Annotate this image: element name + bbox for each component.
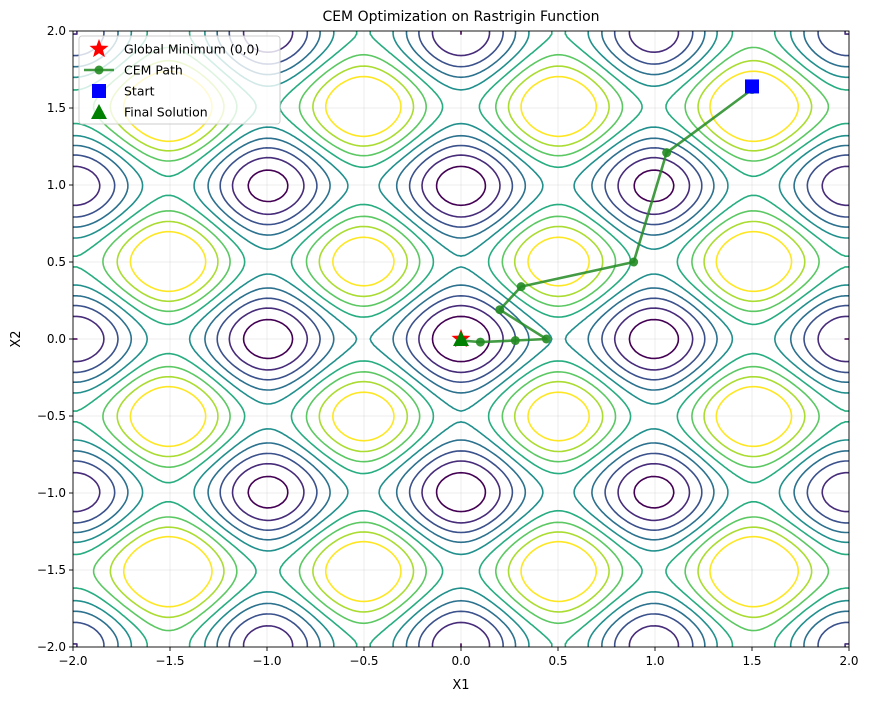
contour-level-28 <box>92 46 830 632</box>
x-tick-label: −1.5 <box>155 654 184 668</box>
tick-layer: −2.0 −1.5 −1.0 −0.5 0.0 0.5 1.0 1.5 2.0 −2.0 −1.5 −… <box>37 24 859 668</box>
x-tick-label: 2.0 <box>839 654 858 668</box>
cem-path-point <box>495 305 505 315</box>
legend-swatch-triangle <box>91 104 107 119</box>
y-axis-label: X2 <box>9 330 24 347</box>
legend-label: CEM Path <box>124 63 183 78</box>
legend-label: Start <box>124 84 155 99</box>
cem-path-point <box>516 282 526 292</box>
start-marker <box>745 79 759 94</box>
y-tick-label: 0.5 <box>47 255 66 269</box>
final-solution-marker <box>453 331 469 346</box>
contour-level-12 <box>73 31 849 647</box>
x-tick-label: 1.0 <box>645 654 664 668</box>
y-tick-label: −0.5 <box>37 409 66 423</box>
x-tick-label: 0.5 <box>548 654 567 668</box>
x-tick-label: 0.0 <box>451 654 470 668</box>
x-tick-label: −2.0 <box>58 654 87 668</box>
y-tick-label: 1.0 <box>47 178 66 192</box>
x-tick-label: −1.0 <box>252 654 281 668</box>
y-tick-label: 0.0 <box>47 332 66 346</box>
contour-level-8 <box>73 31 849 647</box>
cem-path-point <box>541 334 551 344</box>
x-axis-label: X1 <box>452 678 469 693</box>
legend-swatch-star <box>89 39 109 58</box>
legend-label: Final Solution <box>124 105 208 120</box>
series-layer <box>451 79 759 348</box>
cem-path-point <box>510 336 520 346</box>
y-tick-label: 2.0 <box>47 24 66 38</box>
contour-level-20 <box>73 31 849 647</box>
y-tick-label: −2.0 <box>37 640 66 654</box>
contour-level-16 <box>73 31 849 647</box>
cem-path-point <box>662 148 672 158</box>
legend-swatch-cem-path <box>94 65 104 75</box>
cem-path-point <box>475 337 485 347</box>
x-tick-label: −0.5 <box>349 654 378 668</box>
legend: Global Minimum (0,0) CEM Path Start Final S… <box>78 35 281 125</box>
contour-level-24 <box>73 31 849 647</box>
y-tick-label: 1.5 <box>47 101 66 115</box>
chart-title: CEM Optimization on Rastrigin Function <box>322 9 599 25</box>
y-tick-label: −1.0 <box>37 486 66 500</box>
contour-level-4 <box>73 31 849 647</box>
cem-path-point <box>629 257 639 267</box>
legend-label: Global Minimum (0,0) <box>124 42 259 57</box>
contour-layer <box>73 31 849 647</box>
y-tick-label: −1.5 <box>37 563 66 577</box>
legend-swatch-square <box>92 84 106 98</box>
contour-level-36 <box>123 70 799 608</box>
legend-frame <box>78 35 281 125</box>
x-tick-label: 1.5 <box>742 654 761 668</box>
